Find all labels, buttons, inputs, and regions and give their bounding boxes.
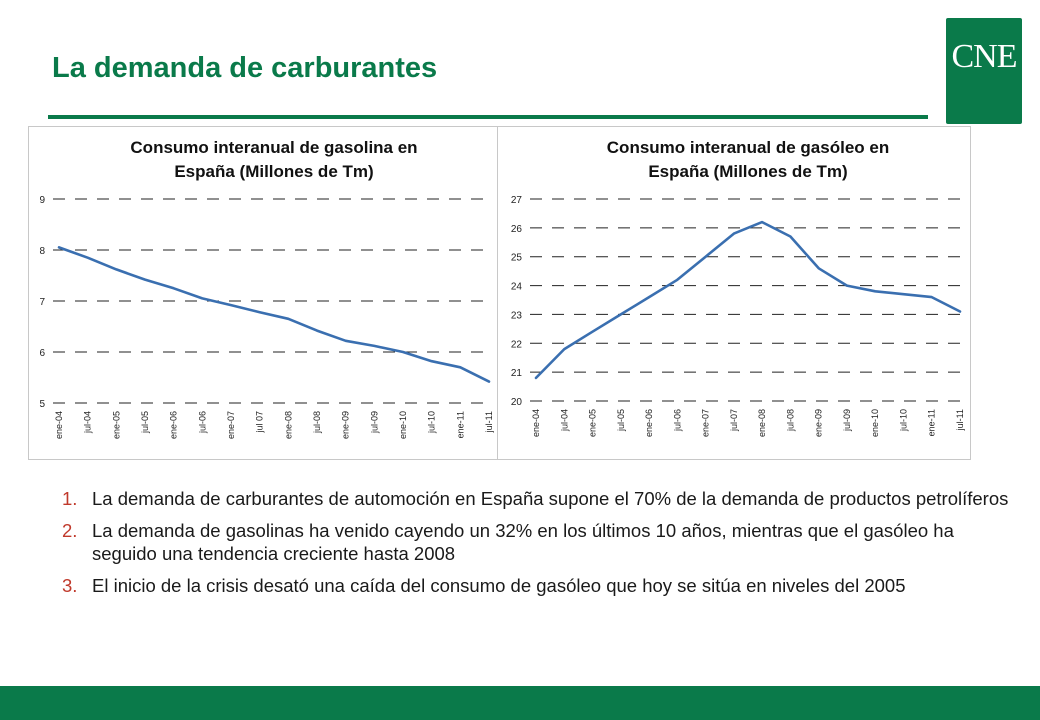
- series-line: [57, 246, 491, 383]
- x-tick-label: ene-08: [757, 409, 767, 437]
- x-tick-label: jul-05: [140, 411, 150, 434]
- x-tick-label: ene-11: [455, 411, 465, 438]
- chart-title: Consumo interanual de gasolina en: [130, 138, 417, 157]
- y-tick-label: 20: [511, 397, 523, 408]
- diesel-chart: Consumo interanual de gasóleo en España (…: [497, 126, 971, 460]
- x-tick-label: ene-11: [927, 409, 937, 436]
- x-tick-label: ene-06: [169, 411, 179, 439]
- chart-title: Consumo interanual de gasóleo en: [607, 138, 889, 157]
- gasoline-chart: Consumo interanual de gasolina en España …: [28, 126, 498, 460]
- x-tick-label: jul-10: [427, 411, 437, 434]
- y-tick-label: 23: [511, 310, 523, 321]
- y-tick-label: 8: [39, 246, 45, 257]
- chart-title: España (Millones de Tm): [174, 162, 373, 181]
- bullet-item: 2. La demanda de gasolinas ha venido caye…: [62, 519, 1012, 565]
- x-tick-label: ene-07: [226, 411, 236, 439]
- bullet-number: 3.: [62, 575, 78, 596]
- logo-text: CNE: [951, 38, 1018, 75]
- gasoline-chart-svg: Consumo interanual de gasolina en España …: [39, 138, 494, 439]
- x-tick-label: ene-06: [644, 409, 654, 437]
- x-tick-label: jul-05: [616, 409, 626, 432]
- y-tick-label: 26: [511, 224, 523, 235]
- x-tick-label: ene-04: [531, 409, 541, 437]
- y-tick-label: 25: [511, 253, 523, 264]
- x-tick-label: ene-04: [54, 411, 64, 439]
- y-tick-label: 27: [511, 195, 523, 206]
- x-tick-label: ene-05: [111, 411, 121, 439]
- y-tick-label: 21: [511, 368, 523, 379]
- footer-bar: [0, 686, 1040, 720]
- x-tick-label: jul-07: [729, 409, 739, 432]
- y-tick-label: 24: [511, 282, 523, 293]
- x-tick-label: jul-04: [559, 409, 569, 432]
- diesel-chart-svg: Consumo interanual de gasóleo en España (…: [511, 138, 965, 437]
- bullet-text: La demanda de carburantes de automoción …: [92, 488, 1009, 509]
- x-tick-label: jul-06: [672, 409, 682, 432]
- x-tick-label: jul-06: [197, 411, 207, 434]
- bullet-number: 2.: [62, 520, 78, 541]
- x-tick-label: jul-09: [369, 411, 379, 434]
- x-tick-label: jul-08: [312, 411, 322, 434]
- chart-title: España (Millones de Tm): [648, 162, 847, 181]
- x-tick-label: ene-05: [588, 409, 598, 437]
- x-tick-label: jul-11: [955, 409, 965, 431]
- x-tick-label: jul 07: [255, 411, 265, 434]
- cne-logo: CNE: [946, 18, 1022, 124]
- x-tick-label: ene-08: [283, 411, 293, 439]
- x-tick-label: ene-09: [341, 411, 351, 439]
- x-tick-label: jul-09: [842, 409, 852, 432]
- bullet-text: El inicio de la crisis desató una caída …: [92, 575, 906, 596]
- page-title: La demanda de carburantes: [52, 52, 438, 84]
- bullet-item: 1. La demanda de carburantes de automoció…: [62, 487, 1012, 510]
- bullet-text: La demanda de gasolinas ha venido cayend…: [92, 520, 954, 564]
- x-tick-label: ene-10: [870, 409, 880, 437]
- x-tick-label: jul-08: [785, 409, 795, 432]
- title-divider: [48, 115, 928, 119]
- bullet-item: 3. El inicio de la crisis desató una caíd…: [62, 574, 1012, 597]
- x-tick-label: ene-09: [814, 409, 824, 437]
- bullet-list: 1. La demanda de carburantes de automoció…: [62, 487, 1012, 606]
- y-tick-label: 7: [39, 297, 45, 308]
- y-tick-label: 22: [511, 339, 523, 350]
- x-tick-label: jul-04: [83, 411, 93, 434]
- y-tick-label: 5: [39, 399, 45, 410]
- x-tick-label: ene-10: [398, 411, 408, 439]
- x-tick-label: jul-10: [898, 409, 908, 432]
- x-tick-label: jul-11: [484, 411, 494, 433]
- series-line: [534, 220, 962, 380]
- y-tick-label: 9: [39, 195, 45, 206]
- x-tick-label: ene-07: [701, 409, 711, 437]
- bullet-number: 1.: [62, 488, 78, 509]
- y-tick-label: 6: [39, 348, 45, 359]
